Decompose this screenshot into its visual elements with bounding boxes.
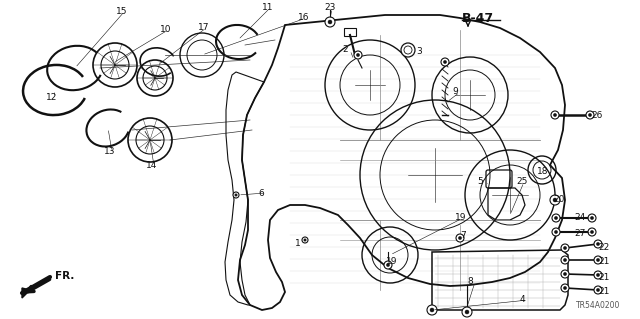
Circle shape [387,263,390,267]
Text: B-47: B-47 [462,12,494,25]
Text: 15: 15 [116,8,127,17]
Circle shape [596,288,600,292]
Circle shape [233,192,239,198]
Circle shape [456,234,464,242]
Circle shape [325,17,335,27]
Text: 11: 11 [262,4,273,12]
Circle shape [328,20,332,24]
Circle shape [551,111,559,119]
Circle shape [554,216,557,219]
Text: 26: 26 [591,112,602,121]
Circle shape [561,270,569,278]
Text: 24: 24 [574,213,585,222]
Circle shape [594,256,602,264]
Circle shape [561,256,569,264]
Circle shape [554,230,557,234]
Text: 25: 25 [516,177,527,187]
Text: 2: 2 [342,46,348,55]
Text: 22: 22 [598,242,609,251]
Circle shape [404,46,412,54]
Text: 19: 19 [386,257,397,266]
Text: 3: 3 [416,47,422,56]
Circle shape [554,113,557,117]
Circle shape [594,240,602,248]
Text: 16: 16 [298,13,310,23]
Circle shape [550,195,560,205]
Text: 13: 13 [104,147,115,157]
Circle shape [465,310,469,314]
Circle shape [563,272,566,276]
Circle shape [586,111,594,119]
Text: 27: 27 [574,228,586,238]
Text: 9: 9 [452,87,458,97]
Circle shape [553,198,557,202]
Text: 17: 17 [198,24,209,33]
Circle shape [430,308,434,312]
Circle shape [552,214,560,222]
Text: 23: 23 [324,4,335,12]
Circle shape [596,258,600,262]
Text: 4: 4 [520,295,525,305]
FancyBboxPatch shape [486,170,512,188]
Circle shape [588,113,591,117]
Circle shape [590,230,594,234]
Text: 5: 5 [477,177,483,187]
Polygon shape [22,288,30,298]
Text: 21: 21 [598,287,609,296]
Circle shape [590,216,594,219]
Text: 18: 18 [537,167,548,176]
Circle shape [304,239,306,241]
Circle shape [302,237,308,243]
Circle shape [356,53,360,56]
Circle shape [441,58,449,66]
Circle shape [596,273,600,277]
Circle shape [588,214,596,222]
Text: 8: 8 [467,278,473,286]
Circle shape [427,305,437,315]
Circle shape [561,244,569,252]
Text: 1: 1 [295,239,301,248]
Circle shape [563,246,566,249]
Text: 10: 10 [160,26,172,34]
Circle shape [401,43,415,57]
Text: 14: 14 [146,161,157,170]
Text: 19: 19 [455,213,467,222]
Text: 21: 21 [598,257,609,266]
Text: 6: 6 [258,189,264,197]
FancyBboxPatch shape [344,28,356,36]
Circle shape [235,194,237,196]
Text: 7: 7 [460,232,466,241]
Circle shape [462,307,472,317]
Text: 12: 12 [46,93,58,102]
Circle shape [458,236,461,240]
Circle shape [596,242,600,246]
Circle shape [384,261,392,269]
Circle shape [594,271,602,279]
Circle shape [561,284,569,292]
Circle shape [552,228,560,236]
Text: 21: 21 [598,272,609,281]
Text: TR54A0200: TR54A0200 [575,301,620,310]
Circle shape [444,60,447,63]
Circle shape [354,51,362,59]
Circle shape [594,286,602,294]
Text: 20: 20 [553,196,564,204]
Circle shape [563,286,566,290]
Text: FR.: FR. [55,271,74,281]
Circle shape [563,258,566,262]
Circle shape [588,228,596,236]
